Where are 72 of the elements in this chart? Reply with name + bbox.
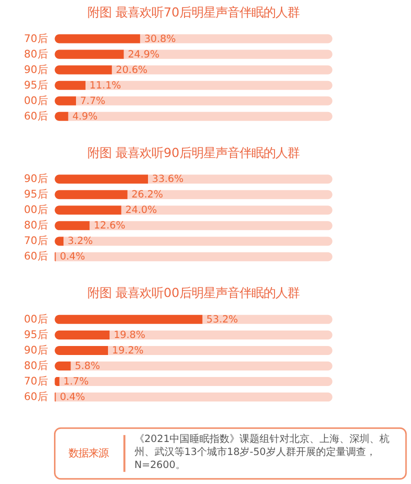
bar	[64, 236, 332, 246]
chart-title: 附图 最喜欢听90后明星声音伴眠的人群	[88, 144, 300, 160]
bar	[70, 361, 332, 370]
y-tick-label: 00后	[24, 204, 48, 216]
data-label: 11.1%	[90, 80, 122, 92]
bar	[121, 206, 332, 215]
bar	[140, 34, 332, 44]
y-tick-label: 00后	[24, 313, 48, 326]
y-tick-label: 90后	[24, 173, 48, 186]
bar	[54, 65, 112, 74]
bar	[124, 50, 332, 59]
bar	[54, 190, 128, 200]
bar	[54, 314, 202, 324]
data-label: 24.9%	[128, 49, 160, 60]
bar	[76, 96, 332, 106]
data-label: 20.6%	[116, 64, 148, 76]
bar	[54, 174, 148, 184]
bar	[110, 330, 332, 340]
y-tick-label: 80后	[24, 48, 48, 60]
bar	[127, 190, 332, 200]
data-label: 12.6%	[94, 220, 126, 232]
y-tick-label: 95后	[24, 188, 48, 201]
text: 《2021中国睡眠指数》课题组针对北京、上海、深圳、杭州、武汉等13个城市18岁-50岁人群开展的定量调查，N=2600。	[134, 433, 390, 471]
bar	[59, 377, 332, 386]
data-label: 30.8%	[144, 34, 176, 45]
y-tick-label: 00后	[24, 94, 48, 107]
bar	[54, 206, 122, 215]
data-label: 33.6%	[152, 174, 184, 186]
y-tick-label: 60后	[24, 110, 48, 122]
bar	[90, 221, 332, 230]
data-label: 7.7%	[80, 96, 106, 107]
data-label: 4.9%	[72, 111, 98, 122]
y-tick-label: 70后	[24, 376, 48, 388]
text: 数据来源	[68, 447, 109, 460]
y-tick-label: 90后	[24, 344, 48, 356]
data-label: 0.4%	[60, 392, 86, 404]
data-label: 3.2%	[68, 236, 93, 248]
y-tick-label: 95后	[24, 79, 48, 92]
bar	[54, 96, 76, 106]
bar	[68, 112, 332, 121]
bar	[54, 346, 108, 355]
data-label: 5.8%	[74, 360, 100, 372]
bar	[54, 34, 140, 44]
data-label: 0.4%	[60, 252, 86, 263]
y-tick-label: 80后	[24, 360, 48, 372]
bar	[54, 330, 110, 340]
y-tick-label: 90后	[24, 64, 48, 76]
y-tick-label: 60后	[24, 391, 48, 404]
bar	[108, 346, 332, 355]
data-label: 1.7%	[63, 376, 89, 388]
data-label: 19.2%	[112, 345, 144, 356]
y-tick-label: 60后	[24, 250, 48, 263]
bar	[202, 314, 332, 324]
bar	[54, 50, 124, 59]
bar	[148, 174, 332, 184]
data-label: 26.2%	[131, 190, 164, 201]
bar	[86, 80, 332, 90]
y-tick-label: 70后	[24, 235, 48, 248]
y-tick-label: 80后	[24, 220, 48, 232]
bar	[54, 80, 86, 90]
y-tick-label: 70后	[24, 32, 48, 45]
bar	[56, 252, 332, 262]
bar	[56, 392, 332, 402]
data-label: 24.0%	[125, 205, 157, 216]
chart-title: 附图 最喜欢听00后明星声音伴眠的人群	[88, 285, 300, 300]
bar	[54, 221, 90, 230]
data-label: 19.8%	[114, 330, 146, 341]
data-label: 53.2%	[206, 314, 238, 326]
y-tick-label: 95后	[24, 328, 48, 341]
chart-title: 附图 最喜欢听70后明星声音伴眠的人群	[88, 4, 300, 20]
bar	[112, 65, 332, 74]
bar	[54, 361, 71, 370]
